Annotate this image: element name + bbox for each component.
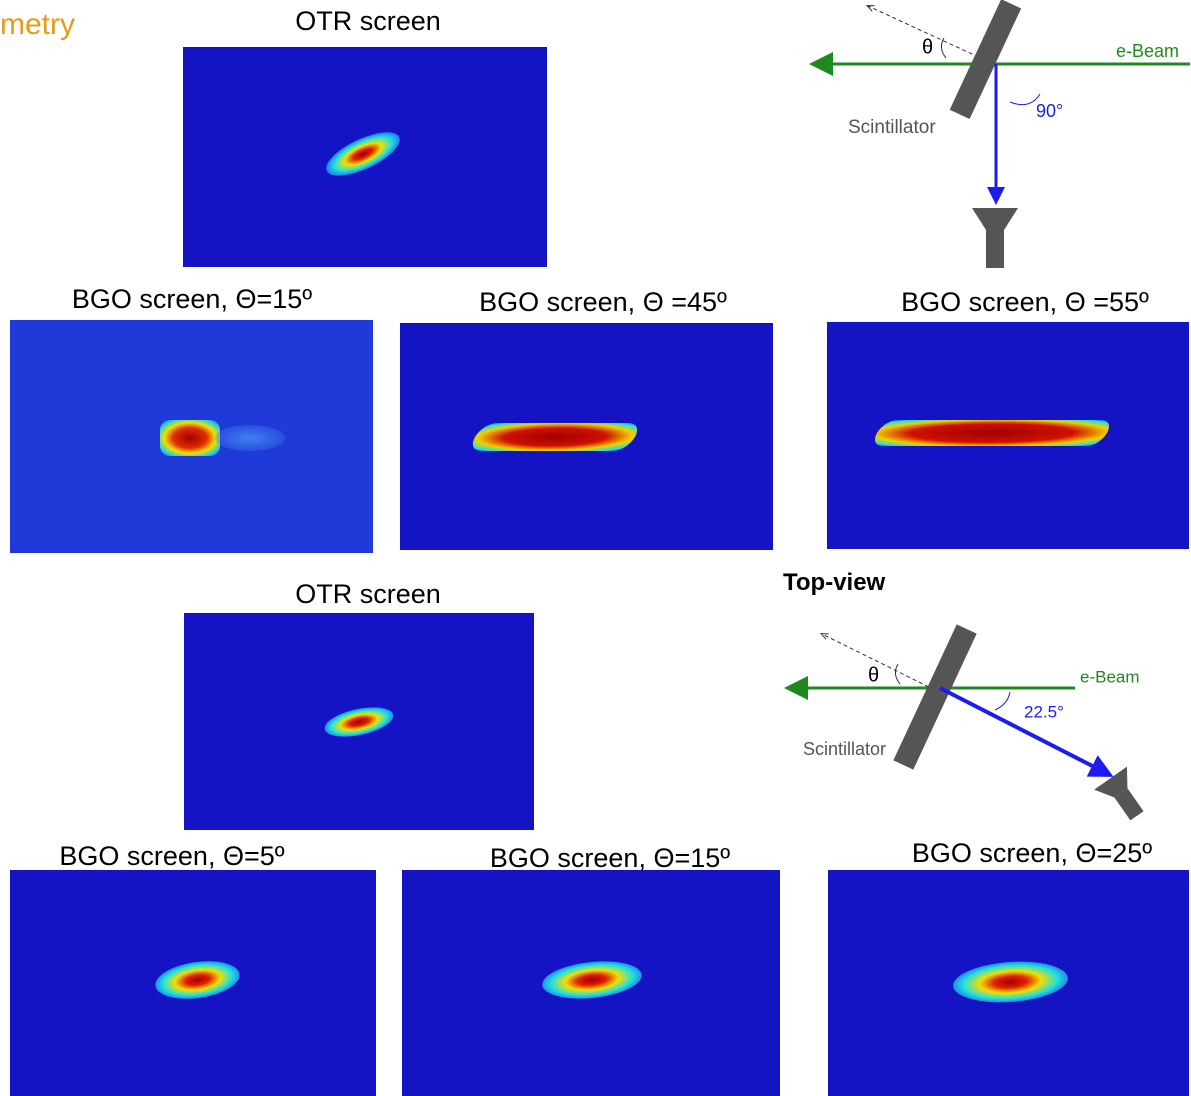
page: metry OTR screen BGO screen, Θ=15º BGO s… (0, 0, 1191, 1096)
angle-arc (941, 38, 946, 58)
beam-spot (952, 958, 1070, 1006)
bgo-image (10, 320, 373, 553)
beam-spot (322, 702, 396, 742)
scintillator (893, 624, 976, 769)
normal-line (868, 6, 985, 60)
title: metry (0, 8, 75, 42)
bgo-image (828, 870, 1189, 1096)
angle-arc (895, 664, 900, 684)
otr-image (183, 47, 547, 267)
beam-label: e-Beam (1080, 667, 1140, 686)
component-label: Scintillator (803, 739, 886, 759)
beam-spot (869, 420, 1114, 446)
beam-spot (153, 956, 242, 1003)
image-label: BGO screen, Θ=15º (72, 284, 312, 315)
bgo-image (827, 322, 1189, 549)
beam-spot (320, 124, 405, 185)
angle-label: 90° (1036, 101, 1063, 121)
light-path (940, 688, 1110, 775)
beam-spot (540, 957, 643, 1003)
image-label: OTR screen (295, 579, 441, 610)
angle-label: θ (868, 664, 879, 686)
angle-label: θ (922, 36, 933, 58)
camera (986, 230, 1004, 268)
image-label: BGO screen, Θ=5º (59, 841, 284, 872)
beam-spot (160, 420, 220, 456)
bgo-image (400, 323, 773, 550)
image-label: BGO screen, Θ =55º (901, 287, 1149, 318)
otr-image (184, 613, 534, 830)
camera (1094, 767, 1153, 828)
image-label: BGO screen, Θ =45º (479, 287, 727, 318)
angle-label: 22.5° (1024, 702, 1064, 721)
angle-arc (995, 692, 1010, 710)
image-label: BGO screen, Θ=25º (912, 838, 1152, 869)
beam-spot (467, 423, 643, 451)
camera (972, 208, 1018, 230)
scintillator (950, 0, 1021, 119)
bgo-image (10, 870, 376, 1096)
component-label: Scintillator (848, 117, 936, 138)
angle-arc (1010, 94, 1040, 105)
beam-label: e-Beam (1116, 41, 1179, 61)
beam-halo (215, 425, 285, 451)
normal-line (822, 634, 935, 690)
image-label: OTR screen (295, 6, 441, 37)
bgo-image (402, 870, 780, 1096)
view-title: Top-view (783, 569, 885, 597)
